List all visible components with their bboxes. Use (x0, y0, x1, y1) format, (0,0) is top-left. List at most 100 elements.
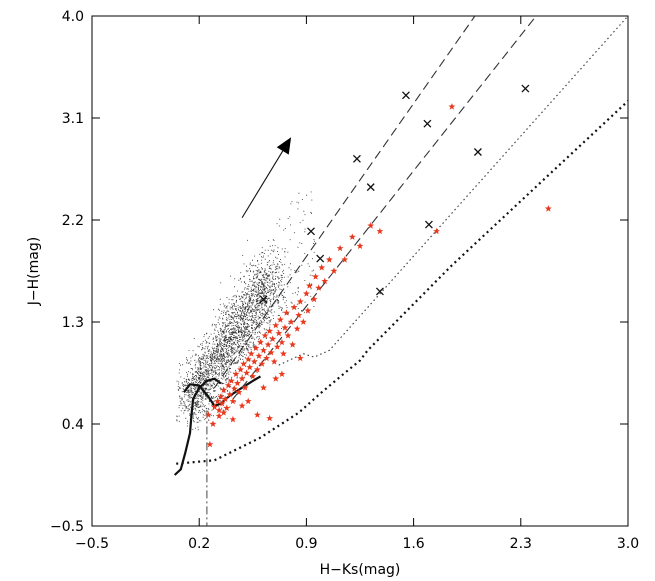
star-marker (214, 397, 221, 405)
star-marker (250, 358, 258, 365)
star-marker (544, 205, 552, 212)
star-marker (267, 349, 275, 356)
star-marker (318, 264, 326, 271)
star-marker (255, 352, 263, 359)
star-marker (266, 414, 274, 422)
star-marker (325, 256, 333, 263)
star-marker (266, 327, 274, 334)
star-marker (341, 256, 349, 263)
cross-marker (521, 84, 530, 93)
y-tick-label: −0.5 (50, 519, 84, 535)
star-marker (221, 395, 229, 402)
dotted-curve (176, 100, 629, 465)
star-marker (218, 400, 226, 407)
x-tick-label: 1.6 (402, 536, 424, 552)
cross-marker (352, 154, 361, 163)
star-marker (234, 379, 241, 387)
star-marker (263, 354, 270, 362)
star-marker (295, 311, 303, 319)
cross-marker (375, 287, 384, 296)
axis-ticks (91, 15, 629, 527)
star-marker (240, 360, 247, 367)
dashed-curve (232, 15, 537, 400)
star-marker (257, 338, 264, 346)
star-marker (223, 404, 231, 411)
y-tick-label: 1.3 (62, 315, 84, 331)
solid-curve (183, 383, 221, 408)
star-marker (215, 406, 223, 414)
star-marker (224, 381, 232, 389)
y-tick-label: 2.2 (62, 213, 84, 229)
star-marker (315, 284, 323, 291)
x-axis-label: H−Ks(mag) (320, 562, 401, 578)
solid-curve (173, 377, 222, 476)
cross-marker (423, 119, 432, 128)
star-marker (269, 335, 277, 342)
star-marker (258, 360, 266, 367)
star-marker (336, 244, 344, 252)
field-star-cloud (176, 191, 315, 431)
star-marker (275, 329, 283, 337)
cross-marker (401, 91, 410, 100)
y-axis-label: J−H(mag) (26, 237, 42, 306)
cross-marker (259, 295, 268, 304)
star-marker (356, 242, 364, 249)
star-marker (270, 358, 278, 365)
star-marker (260, 346, 267, 354)
dashed-curve (214, 15, 476, 389)
x-tick-label: 0.2 (188, 536, 210, 552)
star-marker (220, 409, 228, 416)
star-marker (220, 386, 228, 393)
star-marker (247, 350, 255, 357)
star-marker (281, 324, 289, 331)
star-marker (238, 402, 246, 409)
arrow-head (276, 137, 292, 155)
star-marker (235, 388, 243, 396)
y-tick-label: 0.4 (62, 417, 84, 433)
star-marker (260, 384, 267, 391)
star-marker (321, 277, 329, 285)
star-marker (237, 366, 244, 373)
star-marker (238, 375, 246, 382)
dotted-curve (278, 15, 629, 366)
star-marker (348, 233, 356, 240)
cross-marker (316, 254, 325, 263)
star-marker (215, 412, 223, 419)
star-marker (229, 397, 237, 405)
star-marker (217, 393, 225, 400)
star-marker (272, 375, 280, 382)
star-marker (206, 440, 214, 448)
star-marker (304, 307, 312, 314)
cross-marker (473, 148, 482, 156)
star-marker (254, 411, 261, 418)
star-marker (264, 341, 272, 348)
cross-marker (307, 227, 315, 236)
star-marker (211, 403, 218, 410)
arrow-shaft (241, 150, 284, 219)
star-marker (261, 332, 269, 339)
cross-marker (424, 220, 433, 229)
star-marker (278, 338, 286, 346)
star-marker (276, 316, 284, 323)
star-marker (278, 370, 286, 377)
star-marker (232, 370, 240, 377)
star-marker (367, 222, 375, 229)
star-marker (376, 227, 384, 235)
star-marker (296, 354, 304, 362)
star-marker (280, 350, 287, 357)
star-marker (231, 385, 238, 392)
x-tick-label: −0.5 (75, 536, 109, 552)
reference-curves (173, 15, 629, 526)
star-marker (244, 355, 252, 363)
field-star-dots (176, 191, 315, 431)
star-marker (293, 325, 301, 332)
y-tick-labels: −0.5 0.4 1.3 2.2 3.1 4.0 (50, 9, 84, 535)
star-marker (289, 341, 296, 348)
star-marker (226, 390, 234, 398)
cross-marker (366, 183, 375, 192)
star-marker (241, 384, 249, 391)
star-marker (249, 372, 257, 380)
y-tick-label: 3.1 (62, 111, 84, 127)
star-marker (246, 363, 254, 371)
